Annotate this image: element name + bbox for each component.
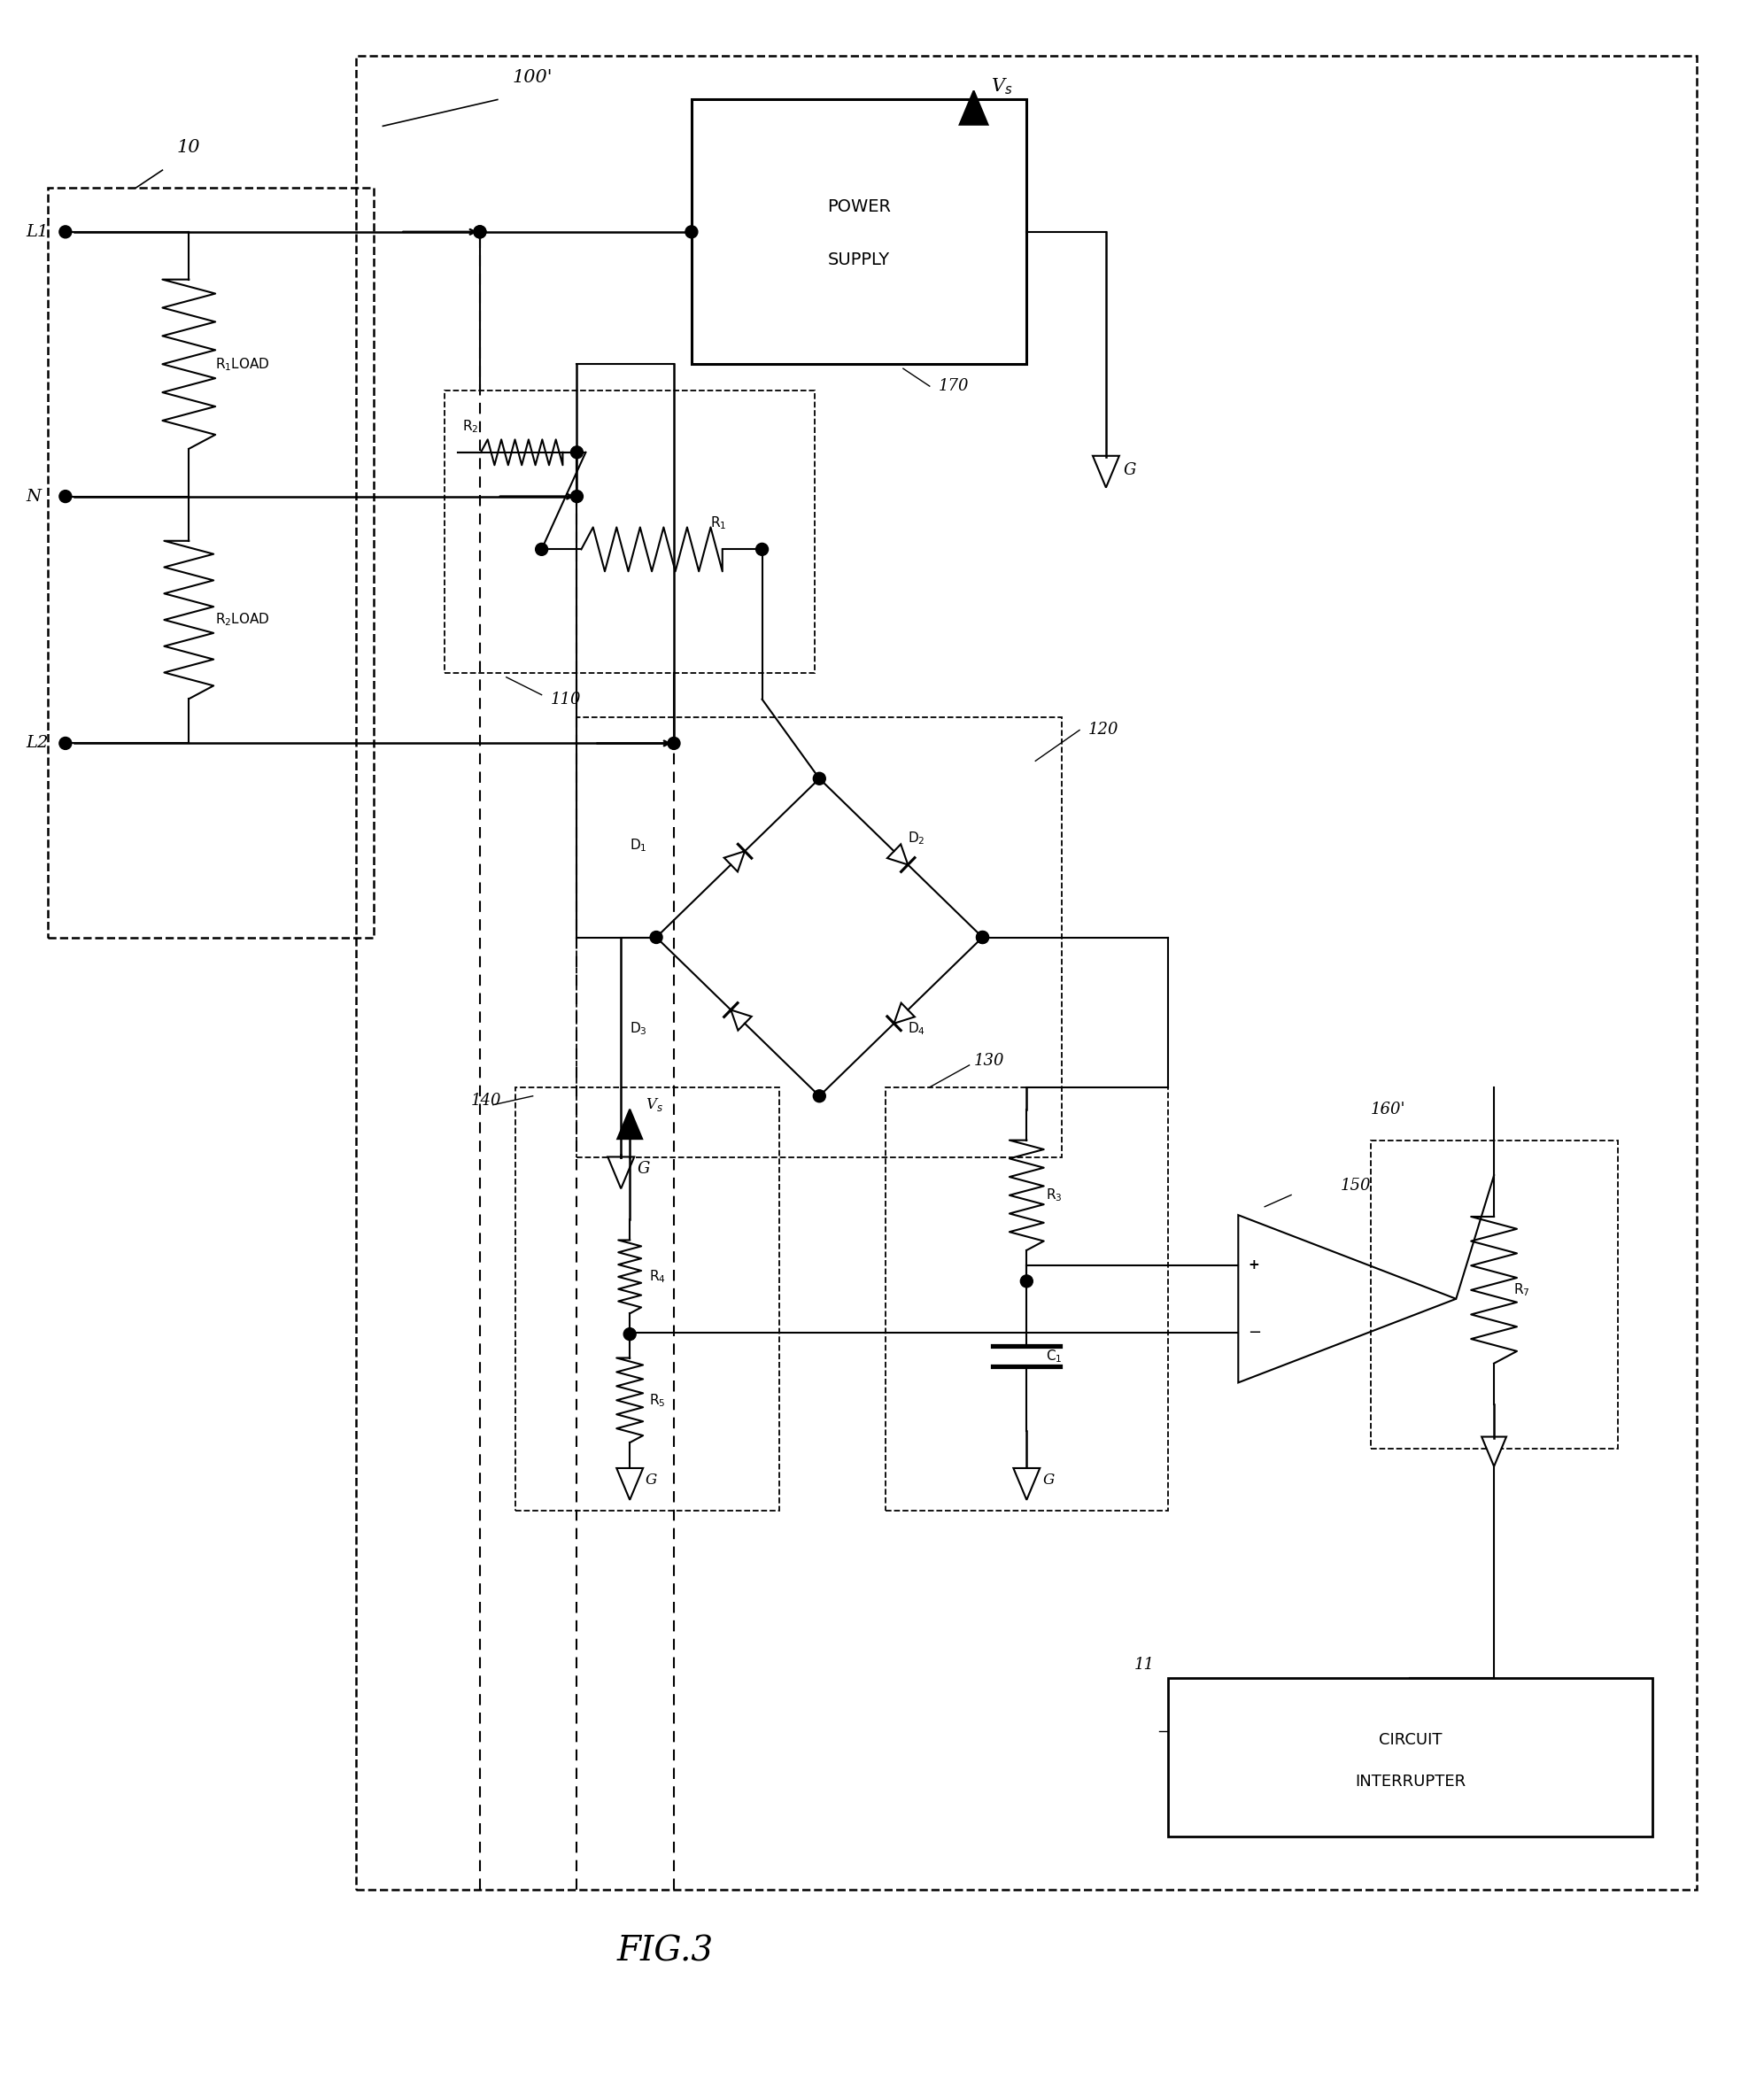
Bar [48, 188, 374, 938]
Text: 100': 100' [513, 69, 552, 86]
Text: R$_3$: R$_3$ [1046, 1186, 1062, 1203]
Circle shape [669, 737, 681, 750]
Text: L1: L1 [26, 223, 48, 240]
Text: 150: 150 [1341, 1178, 1371, 1194]
Circle shape [975, 931, 988, 944]
Polygon shape [617, 1468, 644, 1499]
Text: R$_1$LOAD: R$_1$LOAD [215, 355, 270, 372]
Polygon shape [1482, 1437, 1506, 1466]
Bar [1168, 1679, 1653, 1837]
Bar [691, 100, 1027, 363]
Circle shape [757, 543, 769, 555]
Text: R$_2$LOAD: R$_2$LOAD [215, 612, 270, 628]
Text: FIG.3: FIG.3 [617, 1936, 713, 1967]
Circle shape [60, 491, 72, 503]
Circle shape [813, 1090, 826, 1102]
Circle shape [475, 226, 487, 238]
Polygon shape [609, 1157, 635, 1188]
Text: R$_5$: R$_5$ [649, 1393, 665, 1409]
Text: G: G [1124, 461, 1136, 478]
Circle shape [536, 543, 549, 555]
Text: 160': 160' [1371, 1100, 1406, 1117]
Text: 110: 110 [550, 691, 580, 708]
Circle shape [975, 931, 988, 944]
Text: SUPPLY: SUPPLY [827, 253, 891, 269]
Circle shape [686, 226, 699, 238]
Polygon shape [617, 1109, 642, 1138]
Text: V$_s$: V$_s$ [646, 1096, 663, 1113]
Text: INTERRUPTER: INTERRUPTER [1355, 1775, 1466, 1789]
Circle shape [813, 773, 826, 785]
Text: 140: 140 [471, 1092, 501, 1109]
Text: −: − [1247, 1324, 1261, 1340]
Polygon shape [1013, 1468, 1039, 1499]
Text: 120: 120 [1088, 722, 1118, 737]
Text: 10: 10 [176, 140, 201, 157]
Bar [445, 390, 815, 672]
Text: D$_4$: D$_4$ [908, 1021, 926, 1038]
Text: L2: L2 [26, 735, 48, 752]
Text: C$_1$: C$_1$ [1046, 1349, 1062, 1363]
Text: CIRCUIT: CIRCUIT [1378, 1731, 1441, 1748]
Circle shape [651, 931, 663, 944]
Circle shape [572, 447, 584, 459]
Text: 170: 170 [938, 378, 968, 395]
Bar [886, 1088, 1168, 1510]
Bar [356, 56, 1697, 1890]
Text: POWER: POWER [827, 198, 891, 215]
Text: R$_7$: R$_7$ [1514, 1282, 1529, 1299]
Text: R$_4$: R$_4$ [649, 1270, 665, 1284]
Text: D$_3$: D$_3$ [630, 1021, 647, 1038]
Polygon shape [960, 90, 988, 125]
Circle shape [60, 737, 72, 750]
Circle shape [572, 491, 584, 503]
Text: D$_2$: D$_2$ [908, 829, 926, 846]
Text: G: G [1043, 1472, 1055, 1489]
Text: N: N [26, 489, 41, 505]
Bar [1371, 1140, 1618, 1449]
Bar [515, 1088, 780, 1510]
Text: V$_s$: V$_s$ [991, 77, 1013, 96]
Text: 11: 11 [1134, 1656, 1154, 1672]
Text: D$_1$: D$_1$ [630, 837, 647, 854]
Text: 130: 130 [974, 1052, 1004, 1069]
Circle shape [1020, 1276, 1032, 1288]
Circle shape [624, 1328, 637, 1340]
Text: R$_1$: R$_1$ [709, 516, 727, 532]
Text: R$_2$: R$_2$ [462, 418, 478, 434]
Text: +: + [1249, 1259, 1259, 1272]
Bar [577, 716, 1062, 1157]
Circle shape [475, 226, 487, 238]
Text: G: G [646, 1472, 658, 1489]
Polygon shape [1092, 455, 1118, 489]
Circle shape [60, 226, 72, 238]
Text: G: G [637, 1161, 649, 1178]
